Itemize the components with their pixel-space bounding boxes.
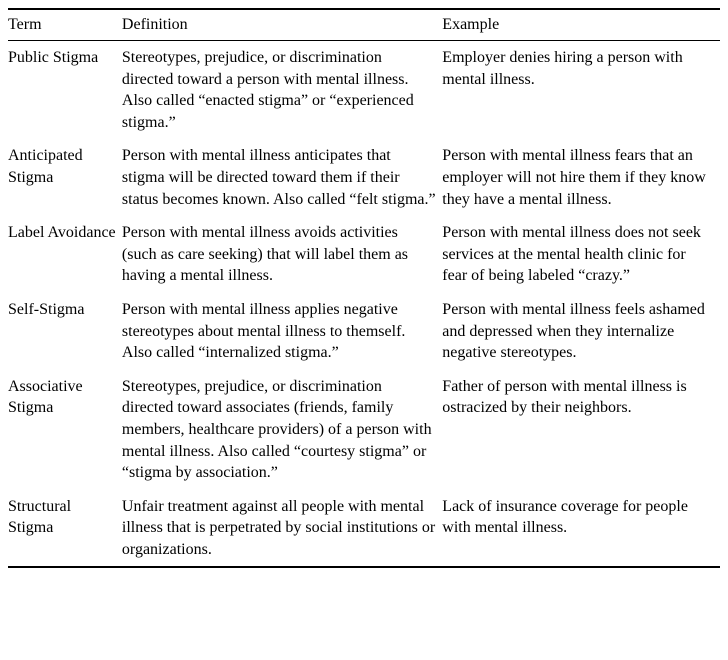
stigma-definitions-table: Term Definition Example Public Stigma St…	[8, 8, 720, 568]
cell-term: Label Avoidance	[8, 216, 122, 293]
col-header-example: Example	[442, 9, 720, 41]
cell-example: Person with mental illness does not seek…	[442, 216, 720, 293]
cell-term: Anticipated Stigma	[8, 139, 122, 216]
cell-definition: Person with mental illness anticipates t…	[122, 139, 442, 216]
cell-example: Lack of insurance coverage for people wi…	[442, 490, 720, 568]
cell-definition: Person with mental illness applies negat…	[122, 293, 442, 370]
table-row: Public Stigma Stereotypes, prejudice, or…	[8, 41, 720, 140]
cell-example: Person with mental illness fears that an…	[442, 139, 720, 216]
cell-term: Public Stigma	[8, 41, 122, 140]
cell-example: Father of person with mental illness is …	[442, 370, 720, 490]
col-header-definition: Definition	[122, 9, 442, 41]
table-row: Associative Stigma Stereotypes, prejudic…	[8, 370, 720, 490]
col-header-term: Term	[8, 9, 122, 41]
cell-definition: Stereotypes, prejudice, or discriminatio…	[122, 41, 442, 140]
cell-definition: Person with mental illness avoids activi…	[122, 216, 442, 293]
table-row: Structural Stigma Unfair treatment again…	[8, 490, 720, 568]
cell-term: Associative Stigma	[8, 370, 122, 490]
cell-term: Structural Stigma	[8, 490, 122, 568]
table-row: Self-Stigma Person with mental illness a…	[8, 293, 720, 370]
table-row: Label Avoidance Person with mental illne…	[8, 216, 720, 293]
table-header-row: Term Definition Example	[8, 9, 720, 41]
cell-example: Person with mental illness feels ashamed…	[442, 293, 720, 370]
cell-definition: Unfair treatment against all people with…	[122, 490, 442, 568]
table-row: Anticipated Stigma Person with mental il…	[8, 139, 720, 216]
cell-term: Self-Stigma	[8, 293, 122, 370]
cell-example: Employer denies hiring a person with men…	[442, 41, 720, 140]
cell-definition: Stereotypes, prejudice, or discriminatio…	[122, 370, 442, 490]
